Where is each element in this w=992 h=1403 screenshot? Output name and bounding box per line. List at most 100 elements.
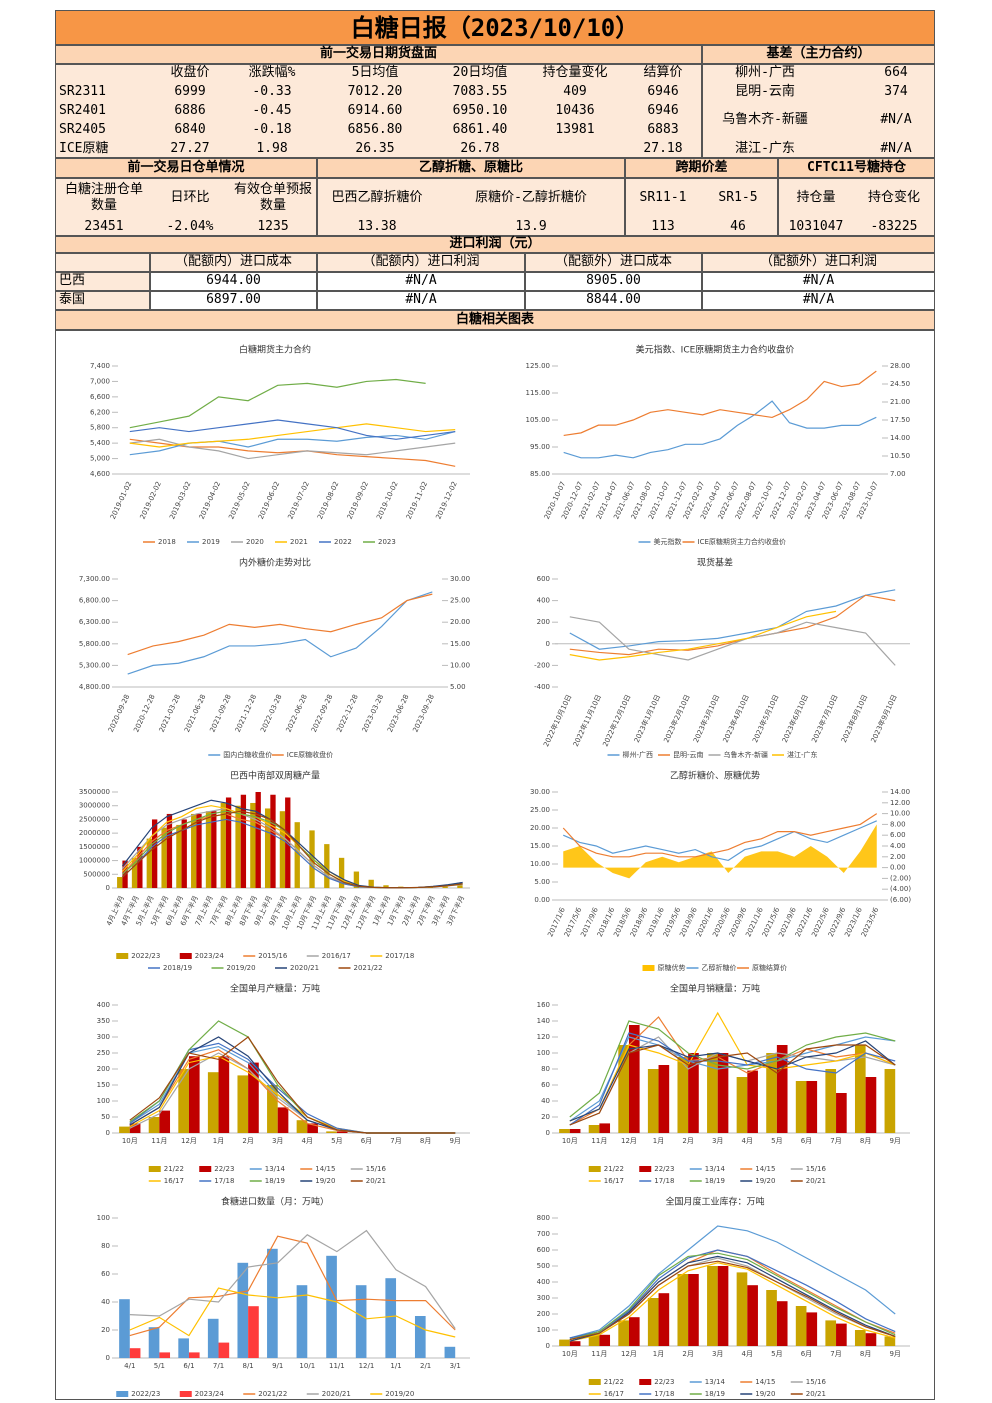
x-tick-label: 11月 [591,1350,607,1358]
bar [736,1272,748,1346]
table-cell [55,253,150,272]
line [129,430,456,456]
line [569,1260,896,1341]
legend-label: 原糖优势 [658,963,686,972]
x-tick-label: 9月 [889,1350,900,1358]
y-tick-label: 5,400 [90,439,110,447]
table-value: 46 [730,218,746,234]
y2-tick-label: 4.00 [890,842,906,850]
legend-label: 21/22 [164,1165,184,1173]
table-value: #N/A [702,291,935,310]
bar [207,1318,219,1358]
bar [188,1056,200,1133]
x-tick-label: 2023年3月10日 [691,693,721,744]
x-tick-label: 6月 [361,1137,372,1145]
legend-label: 2022/23 [131,952,160,960]
legend-label: 14/15 [755,1378,775,1386]
legend-swatch [199,1166,212,1172]
y-tick-label: -200 [534,661,550,669]
x-tick-label: 2023-03-28 [361,693,385,733]
bar [220,802,226,888]
legend-label: 21/22 [604,1165,624,1173]
legend-label: 15/16 [366,1165,387,1173]
x-tick-label: 2023年2月10日 [662,693,692,744]
y-tick-label: 6,200 [90,408,110,416]
y2-tick-label: 24.50 [890,380,910,388]
chart-title: 全国月度工业库存：万吨 [665,1196,764,1208]
bar [717,1053,729,1133]
x-tick-label: 12/1 [359,1362,375,1370]
y-tick-label: 125.00 [526,362,551,370]
legend-label: 柳州-广西 [623,750,654,759]
x-tick-label: 2022-06-28 [285,693,309,733]
y-tick-label: 60 [541,1081,550,1089]
y-tick-label: 100 [97,1097,110,1105]
legend-label: 湛江-广东 [787,750,818,759]
legend-label: 16/17 [164,1177,184,1185]
line [121,805,463,889]
line [569,1040,896,1122]
line [129,1036,456,1134]
y2-tick-label: 7.00 [890,470,906,478]
bar [353,871,360,888]
legend-swatch [642,965,655,971]
y2-tick-label: 10.00 [450,661,470,669]
y-tick-label: 20 [101,1326,110,1334]
bar [250,802,256,888]
table-value: 409 [563,84,587,100]
table-value: 23451 [84,218,124,234]
legend-swatch [639,1166,652,1172]
chart-title: 白糖期货主力合约 [239,344,311,356]
x-tick-label: 5/1 [154,1362,165,1370]
section-header: CFTC11号糖持仓 [778,158,935,178]
bar [264,808,271,888]
y2-tick-label: 25.00 [450,597,470,605]
table-value: 26.35 [355,141,395,157]
line [121,813,463,889]
column-header: 巴西乙醇折糖价 [331,189,423,205]
column-header: 结算价 [643,65,683,81]
table-body [55,64,702,158]
table-value: 6944.00 [150,272,317,291]
y-tick-label: 200 [97,1065,110,1073]
x-tick-label: 7/1 [213,1362,224,1370]
bar [736,1077,748,1133]
x-tick-label: 8月 [860,1350,871,1358]
table-value: 7012.20 [347,84,403,100]
bar [658,1293,670,1346]
column-header: （配额内）进口成本 [150,253,317,272]
bar [188,1352,200,1358]
table-value: 6914.60 [347,103,403,119]
legend-label: 16/17 [604,1390,624,1398]
y2-tick-label: 6.00 [890,831,906,839]
bar [806,1081,818,1133]
table-value: 26.78 [460,141,500,157]
column-header: 20日均值 [452,65,508,81]
bar [355,1285,367,1358]
contract-name: SR2311 [59,84,106,100]
column-header: 有效仓单预报数量 [233,181,312,213]
bar [427,887,434,888]
legend-label: 13/14 [705,1378,726,1386]
table-body [778,178,935,236]
line [569,1020,896,1118]
line [129,419,456,440]
x-tick-label: 12月 [621,1350,637,1358]
bar [129,1123,141,1133]
x-tick-label: 2019-02-02 [139,480,163,520]
bar [795,1081,807,1133]
y2-tick-label: 14.00 [890,788,910,796]
legend-label: 2023/24 [195,952,225,960]
x-tick-label: 9/1 [272,1362,283,1370]
bar [457,885,463,888]
bar [707,1266,718,1346]
y-tick-label: 100 [537,1049,550,1057]
table-value: #N/A [317,291,525,310]
line [569,1252,896,1341]
x-tick-label: 2019-09-02 [346,480,370,520]
line [127,593,433,656]
legend-label: 2020/21 [290,964,319,972]
y-tick-label: 7,400 [90,362,110,370]
table-value: -0.45 [252,103,292,119]
